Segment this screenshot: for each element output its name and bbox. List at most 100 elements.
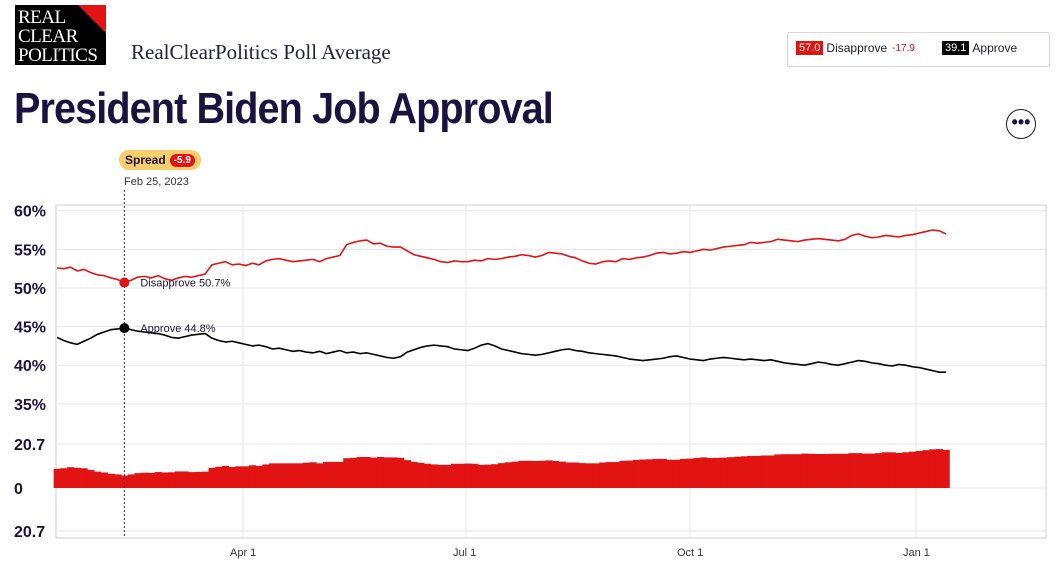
spread-bar bbox=[525, 460, 533, 488]
spread-bar bbox=[208, 467, 216, 488]
legend-disapprove: 57.0 Disapprove -17.9 bbox=[796, 41, 915, 55]
spread-bar bbox=[653, 458, 661, 488]
spread-bar bbox=[222, 465, 230, 488]
x-tick-label: Oct 1 bbox=[677, 547, 703, 559]
spread-bar bbox=[316, 463, 324, 488]
spread-bar bbox=[410, 461, 418, 488]
legend: 57.0 Disapprove -17.9 39.1 Approve bbox=[787, 32, 1050, 67]
spread-bar bbox=[518, 460, 526, 488]
hover-date: Feb 25, 2023 bbox=[124, 176, 189, 188]
spread-bar bbox=[491, 464, 499, 488]
spread-bar bbox=[60, 468, 68, 488]
spread-bar bbox=[626, 460, 634, 488]
spread-bar bbox=[195, 471, 203, 488]
spread-bar bbox=[477, 464, 486, 488]
spread-bar bbox=[740, 456, 748, 488]
spread-bar bbox=[646, 459, 654, 488]
spread-bar bbox=[302, 462, 310, 488]
logo-red-corner bbox=[78, 5, 106, 33]
spread-bar bbox=[861, 453, 869, 488]
spread-bar bbox=[147, 472, 156, 488]
spread-bar bbox=[275, 463, 284, 488]
legend-disapprove-change: -17.9 bbox=[892, 42, 915, 54]
y-tick-label: 55% bbox=[14, 242, 46, 259]
spread-bar bbox=[639, 459, 647, 488]
spread-bar bbox=[821, 453, 829, 488]
logo-line-2: CLEAR bbox=[18, 26, 78, 47]
spread-bar bbox=[80, 468, 88, 488]
spread-bar bbox=[828, 453, 836, 488]
spread-bar bbox=[565, 462, 573, 488]
spread-bar bbox=[403, 460, 411, 488]
spread-bar bbox=[444, 464, 452, 488]
spread-bar bbox=[329, 461, 337, 488]
spread-bar bbox=[511, 461, 519, 488]
spread-bar bbox=[181, 471, 189, 488]
spread-bar bbox=[282, 463, 290, 488]
brand-title: RealClearPolitics Poll Average bbox=[131, 40, 391, 64]
y-tick-label: 20.7 bbox=[14, 524, 45, 541]
spread-bar bbox=[94, 471, 102, 488]
page-title: President Biden Job Approval bbox=[14, 84, 554, 133]
spread-bar bbox=[228, 466, 236, 488]
spread-bar bbox=[174, 471, 182, 488]
approve-hover-dot bbox=[119, 323, 130, 334]
spread-bar bbox=[73, 467, 81, 488]
spread-bar bbox=[127, 474, 135, 488]
spread-bar bbox=[309, 462, 317, 488]
spread-bar bbox=[841, 453, 849, 488]
spread-bar bbox=[343, 458, 351, 488]
spread-bar bbox=[706, 458, 715, 488]
spread-bar bbox=[713, 457, 721, 488]
spread-label: Spread bbox=[125, 153, 166, 167]
x-tick-label: Jan 1 bbox=[903, 547, 930, 559]
spread-bar bbox=[774, 454, 782, 488]
spread-bar bbox=[585, 463, 593, 488]
rcp-logo[interactable]: REAL CLEAR POLITICS bbox=[15, 5, 106, 65]
legend-disapprove-label: Disapprove bbox=[826, 41, 888, 55]
spread-bar bbox=[848, 453, 856, 488]
spread-bar bbox=[733, 456, 741, 488]
spread-bar bbox=[161, 472, 169, 488]
spread-bar bbox=[168, 472, 176, 488]
spread-bar bbox=[235, 466, 243, 488]
y-tick-label: 45% bbox=[14, 320, 46, 337]
spread-bar bbox=[922, 450, 930, 488]
spread-bar bbox=[141, 472, 149, 488]
spread-bar bbox=[215, 466, 223, 488]
spread-bar bbox=[659, 458, 667, 488]
spread-bar bbox=[134, 473, 142, 488]
spread-bar bbox=[464, 463, 472, 488]
disapprove-line bbox=[56, 229, 947, 284]
spread-bar bbox=[868, 453, 876, 488]
spread-bar bbox=[787, 454, 795, 488]
spread-bar bbox=[289, 463, 297, 488]
spread-bar bbox=[53, 468, 61, 488]
spread-bar bbox=[592, 463, 600, 488]
spread-bar bbox=[87, 469, 95, 488]
spread-bar bbox=[632, 459, 640, 488]
spread-bar bbox=[296, 463, 304, 488]
spread-bar bbox=[397, 457, 405, 488]
spread-bar bbox=[323, 461, 331, 488]
spread-bar bbox=[929, 449, 937, 488]
spread-bar bbox=[188, 472, 196, 488]
spread-bar bbox=[814, 453, 822, 488]
spread-bar bbox=[619, 460, 627, 488]
spread-bar bbox=[390, 457, 398, 488]
legend-approve: 39.1 Approve bbox=[942, 41, 1017, 55]
spread-bar bbox=[915, 451, 923, 488]
spread-bar bbox=[484, 464, 492, 488]
spread-bar bbox=[572, 462, 580, 488]
spread-bar bbox=[531, 461, 539, 488]
spread-bar bbox=[666, 459, 674, 488]
spread-bar bbox=[242, 466, 250, 488]
ellipsis-icon[interactable]: ••• bbox=[1006, 109, 1036, 139]
spread-bar bbox=[120, 475, 129, 488]
spread-bar bbox=[673, 459, 681, 488]
spread-bar bbox=[700, 457, 708, 488]
spread-bar bbox=[801, 453, 809, 488]
spread-bar bbox=[686, 458, 694, 488]
spread-bar bbox=[895, 452, 903, 488]
